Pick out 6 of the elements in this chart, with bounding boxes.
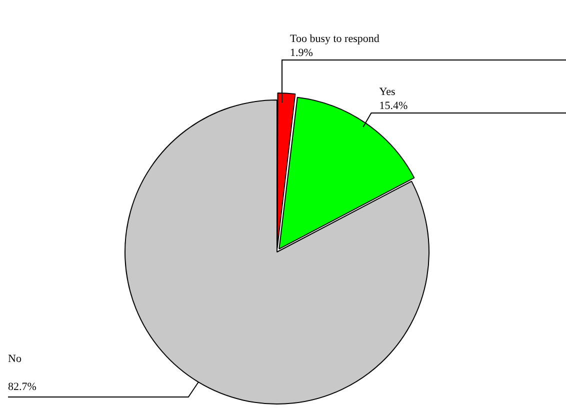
data-label: 82.7%	[8, 381, 36, 393]
slice-label: Yes	[379, 86, 396, 98]
data-label: 15.4%	[379, 100, 408, 112]
slice-label: No	[8, 353, 22, 365]
slice-label: Too busy to respond	[290, 33, 380, 45]
data-label: 1.9%	[290, 47, 313, 59]
